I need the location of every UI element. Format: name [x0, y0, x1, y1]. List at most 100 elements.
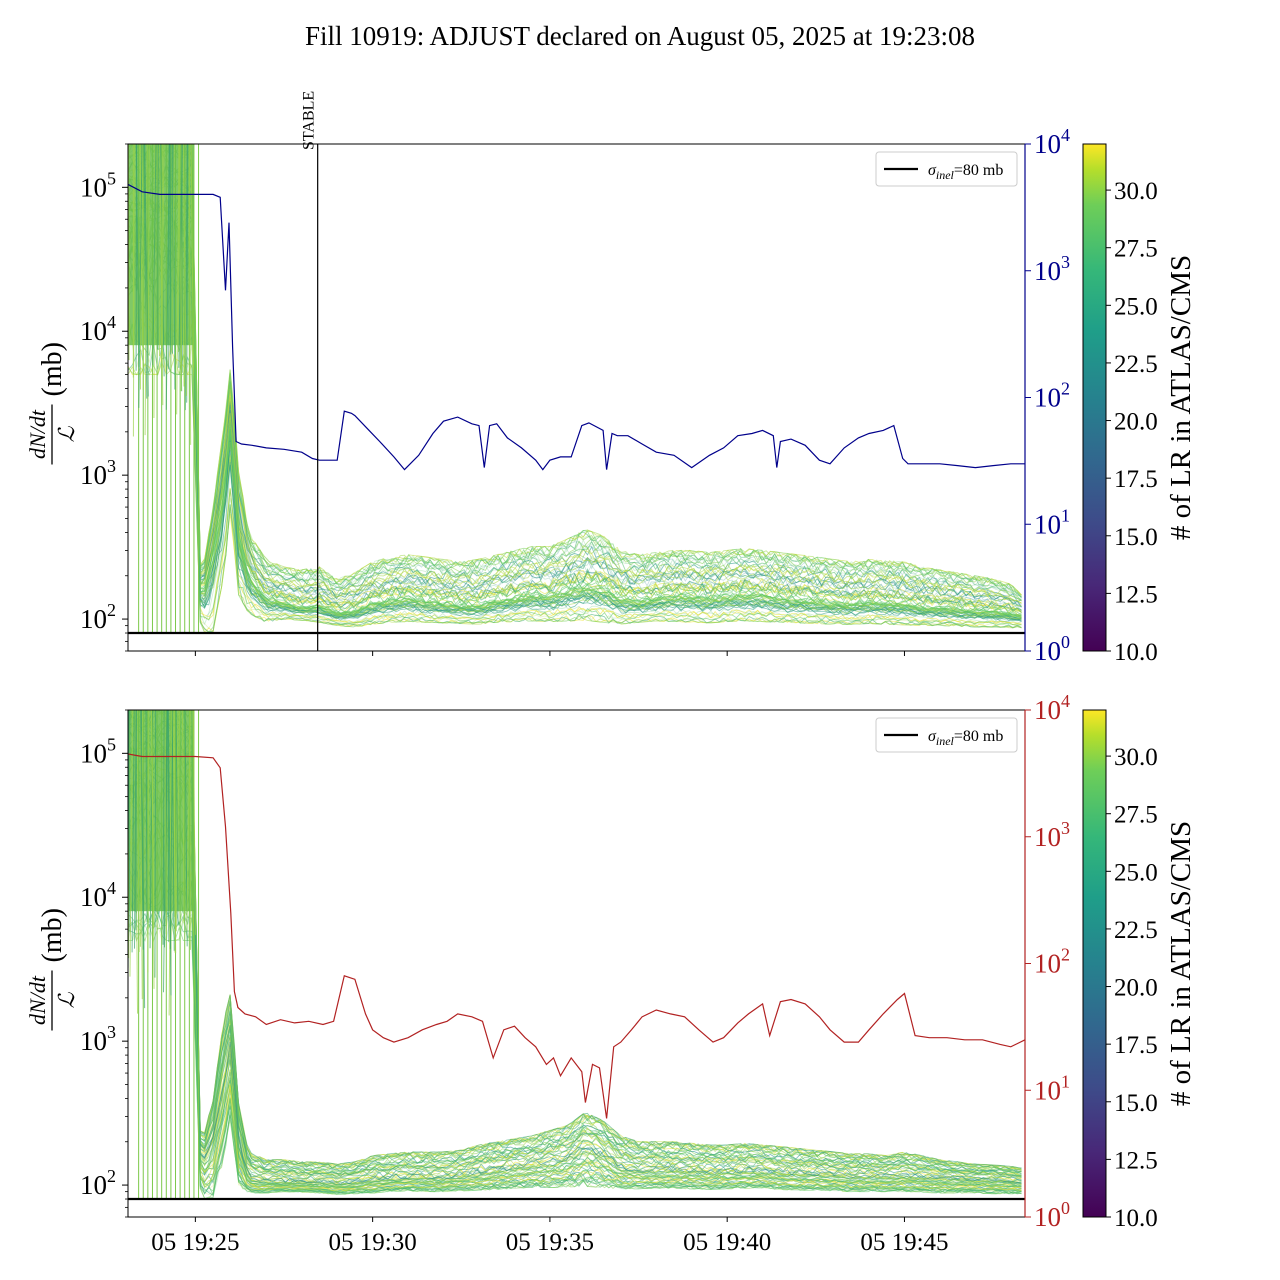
- bottom-ylabel: dN/dt ℒ (mb): [25, 908, 79, 1031]
- bottom-colorbar-label: # of LR in ATLAS/CMS: [1165, 821, 1197, 1106]
- bottom-y2-tick-exp: 0: [1061, 1198, 1070, 1218]
- bottom-saturated-strand: [151, 710, 155, 928]
- top-band-line: [128, 160, 1022, 602]
- bottom-x-tick-label: 05 19:25: [151, 1229, 239, 1256]
- top-saturated-strand: [165, 144, 170, 410]
- bottom-y-tick-label: 105: [80, 734, 116, 768]
- top-band-line: [128, 144, 1022, 598]
- top-y-tick-base: 10: [80, 316, 107, 346]
- bottom-y-tick-exp: 2: [107, 1166, 116, 1186]
- top-ylabel: dN/dt ℒ (mb): [25, 342, 79, 465]
- top-band-line: [128, 144, 1022, 596]
- top-saturated-strand: [135, 144, 138, 371]
- bottom-band-line: [128, 735, 1022, 1177]
- top-band-line: [128, 144, 1022, 598]
- bottom-y2-tick-base: 10: [1034, 1202, 1061, 1232]
- top-band-group: [128, 144, 1022, 634]
- top-band-line: [128, 307, 1022, 625]
- bottom-band-line: [128, 738, 1022, 1177]
- top-y-tick-base: 10: [80, 604, 107, 634]
- bottom-colorbar-tick-label: 25.0: [1114, 859, 1158, 886]
- top-legend-label: σinel=80 mb: [928, 162, 1003, 182]
- bottom-band-line: [128, 745, 1022, 1179]
- bottom-band-line: [128, 849, 1022, 1191]
- bottom-y2-tick-label: 102: [1034, 945, 1070, 979]
- top-colorbar-label: # of LR in ATLAS/CMS: [1165, 255, 1197, 540]
- bottom-band-line: [128, 888, 1022, 1195]
- top-colorbar-tick-label: 20.0: [1114, 409, 1158, 436]
- bottom-y2-tick-exp: 1: [1061, 1071, 1070, 1091]
- bottom-band-line: [128, 731, 1022, 1175]
- top-y2-tick-base: 10: [1034, 383, 1061, 413]
- top-band-line: [128, 151, 1022, 602]
- bottom-x-axis: 05 19:25 05 19:30 05 19:35 05 19:40 05 19:45: [151, 1217, 949, 1256]
- bottom-y-tick-exp: 4: [107, 878, 116, 898]
- top-y2-tick-label: 104: [1034, 125, 1070, 159]
- bottom-colorbar-tick-label: 20.0: [1114, 975, 1158, 1002]
- bottom-band-line: [128, 710, 1022, 1171]
- top-y-tick-exp: 3: [107, 456, 116, 476]
- bottom-band-line: [128, 710, 1022, 1169]
- top-band-line: [128, 264, 1022, 622]
- top-band-line: [128, 175, 1022, 608]
- bottom-band-line: [128, 725, 1022, 1175]
- bottom-saturated-strand: [163, 710, 169, 948]
- bottom-saturated-strand: [154, 710, 157, 978]
- bottom-colorbar-tick-label: 27.5: [1114, 802, 1158, 829]
- bottom-band-line: [128, 710, 1022, 1172]
- bottom-band-line: [128, 710, 1022, 1169]
- bottom-panel: 05 19:25 05 19:30 05 19:35 05 19:40 05 19:45…: [25, 691, 1070, 1256]
- bottom-saturated-strand: [136, 710, 140, 952]
- bottom-colorbar-tick-label: 15.0: [1114, 1090, 1158, 1117]
- top-band-line: [128, 198, 1022, 614]
- bottom-band-line: [128, 723, 1022, 1173]
- bottom-legend-sigma: σ: [928, 728, 937, 745]
- bottom-x-tick-label: 05 19:30: [329, 1229, 417, 1256]
- top-y-tick-label: 103: [80, 456, 116, 490]
- top-saturated-strand: [143, 144, 148, 399]
- top-colorbar-tick-label: 15.0: [1114, 524, 1158, 551]
- top-y2-tick-base: 10: [1034, 509, 1061, 539]
- bottom-saturated-strand: [131, 710, 135, 953]
- top-saturated-strand: [152, 144, 157, 366]
- bottom-band-line: [128, 739, 1022, 1178]
- top-band-line: [128, 198, 1022, 613]
- bottom-band-line: [128, 710, 1022, 1172]
- bottom-saturated-strand: [162, 710, 165, 945]
- top-band-line: [128, 218, 1022, 618]
- top-y2-tick-label: 103: [1034, 252, 1070, 286]
- top-band-line: [128, 164, 1022, 602]
- bottom-x-tick-label: 05 19:45: [860, 1229, 948, 1256]
- bottom-band-line: [128, 710, 1022, 1171]
- bottom-y2-tick-base: 10: [1034, 1075, 1061, 1105]
- top-legend: σinel=80 mb: [875, 151, 1018, 187]
- bottom-band-line: [128, 744, 1022, 1178]
- bottom-saturated-strand: [175, 710, 179, 925]
- bottom-y2-tick-exp: 2: [1061, 945, 1070, 965]
- bottom-band-line: [128, 743, 1022, 1178]
- bottom-colorbar-tick-label: 17.5: [1114, 1032, 1158, 1059]
- bottom-colorbar-tick-label: 22.5: [1114, 917, 1158, 944]
- bottom-band-line: [128, 771, 1022, 1184]
- bottom-band-line: [128, 747, 1022, 1179]
- top-colorbar-tick-label: 22.5: [1114, 351, 1158, 378]
- bottom-legend-sub: inel: [936, 734, 955, 748]
- bottom-y2-tick-exp: 3: [1061, 818, 1070, 838]
- bottom-band-line: [128, 713, 1022, 1171]
- top-saturated-strand: [178, 144, 183, 377]
- bottom-saturated-strand: [172, 710, 177, 954]
- top-y-tick-label: 104: [80, 312, 116, 346]
- bottom-legend-label: σinel=80 mb: [928, 728, 1003, 748]
- bottom-y-tick-label: 103: [80, 1022, 116, 1056]
- top-band-line: [128, 175, 1022, 607]
- top-saturated-strand: [147, 144, 150, 370]
- top-saturated-strand: [169, 144, 172, 355]
- bottom-ylabel-num: dN/dt: [25, 975, 50, 1025]
- top-y-tick-label: 102: [80, 600, 116, 634]
- bottom-y2-tick-label: 101: [1034, 1071, 1070, 1105]
- bottom-y-tick-label: 102: [80, 1166, 116, 1200]
- top-band-line: [128, 144, 1022, 599]
